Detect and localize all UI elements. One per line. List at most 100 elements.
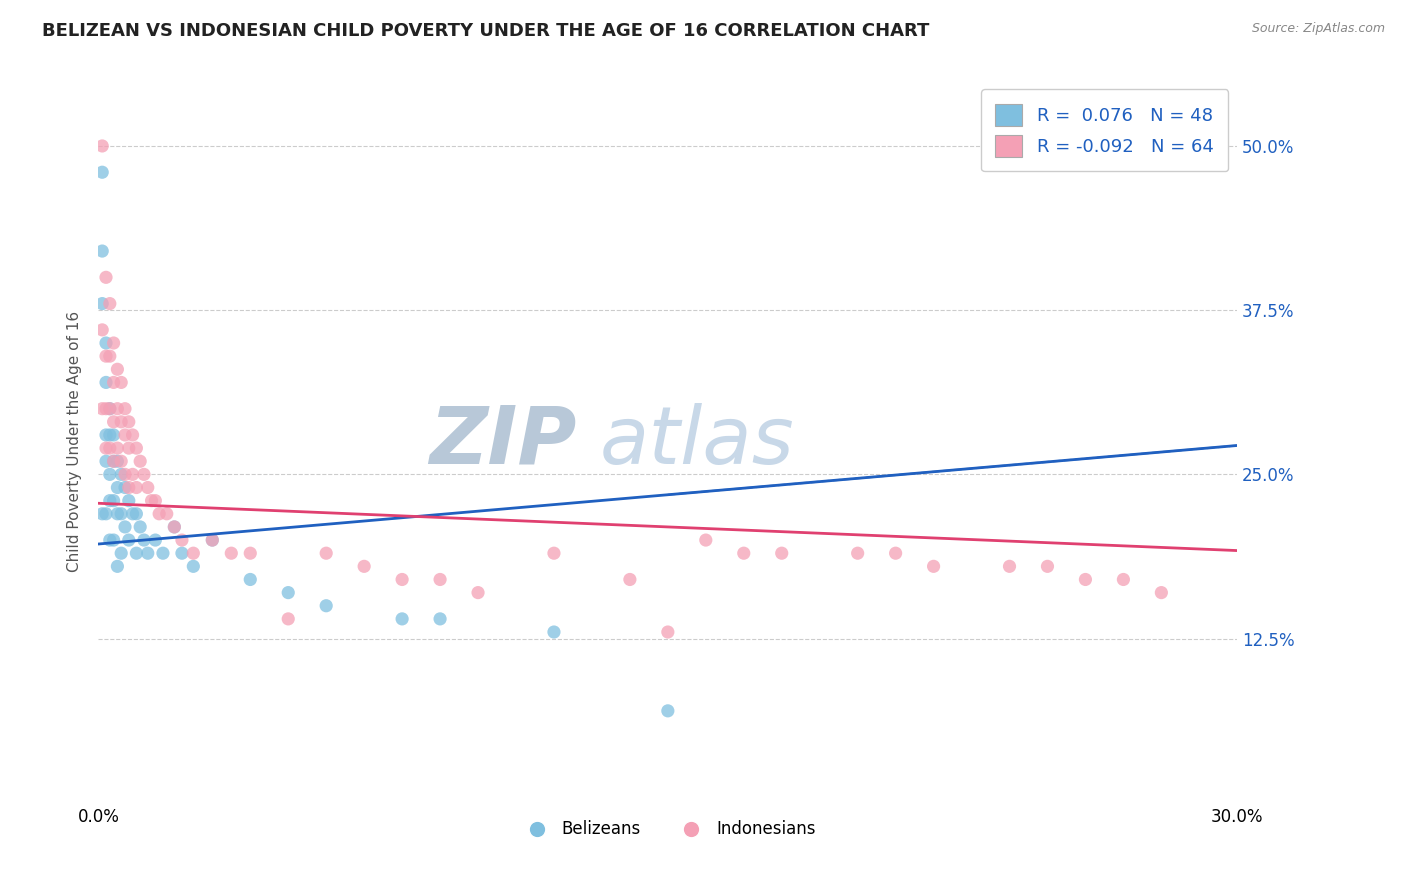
Point xyxy=(657,625,679,640)
Point xyxy=(118,481,141,495)
Point xyxy=(118,493,141,508)
Point xyxy=(391,612,413,626)
Point xyxy=(103,415,125,429)
Point xyxy=(118,441,141,455)
Point xyxy=(1074,573,1097,587)
Point xyxy=(107,559,129,574)
Point xyxy=(94,428,117,442)
Point xyxy=(107,454,129,468)
Point xyxy=(391,573,413,587)
Point xyxy=(125,441,148,455)
Point xyxy=(94,401,117,416)
Point xyxy=(107,441,129,455)
Point xyxy=(239,573,262,587)
Point xyxy=(125,507,148,521)
Point xyxy=(110,376,132,390)
Point xyxy=(125,481,148,495)
Point xyxy=(98,401,121,416)
Point xyxy=(94,507,117,521)
Point xyxy=(922,559,945,574)
Point xyxy=(103,336,125,351)
Point xyxy=(148,507,170,521)
Point xyxy=(315,546,337,560)
Point xyxy=(1112,573,1135,587)
Point xyxy=(91,401,114,416)
Point xyxy=(1150,585,1173,599)
Point xyxy=(998,559,1021,574)
Point xyxy=(201,533,224,547)
Point xyxy=(98,467,121,482)
Point xyxy=(98,441,121,455)
Point xyxy=(657,704,679,718)
Point xyxy=(129,454,152,468)
Point xyxy=(103,454,125,468)
Point xyxy=(114,428,136,442)
Point xyxy=(353,559,375,574)
Point xyxy=(183,546,205,560)
Point xyxy=(429,573,451,587)
Text: ZIP: ZIP xyxy=(429,402,576,481)
Point xyxy=(103,376,125,390)
Point xyxy=(98,296,121,310)
Point xyxy=(152,546,174,560)
Point xyxy=(156,507,179,521)
Point xyxy=(94,270,117,285)
Point xyxy=(315,599,337,613)
Point xyxy=(114,481,136,495)
Point xyxy=(121,507,143,521)
Point xyxy=(94,454,117,468)
Point xyxy=(733,546,755,560)
Point xyxy=(114,467,136,482)
Point xyxy=(114,401,136,416)
Point xyxy=(136,546,159,560)
Text: Source: ZipAtlas.com: Source: ZipAtlas.com xyxy=(1251,22,1385,36)
Point xyxy=(94,376,117,390)
Point xyxy=(110,467,132,482)
Point xyxy=(118,533,141,547)
Point xyxy=(110,546,132,560)
Point xyxy=(141,493,163,508)
Point xyxy=(543,546,565,560)
Point xyxy=(201,533,224,547)
Point xyxy=(170,533,193,547)
Point xyxy=(619,573,641,587)
Point xyxy=(107,507,129,521)
Point xyxy=(163,520,186,534)
Point xyxy=(129,520,152,534)
Point xyxy=(1036,559,1059,574)
Point xyxy=(221,546,243,560)
Point xyxy=(103,493,125,508)
Point xyxy=(136,481,159,495)
Text: BELIZEAN VS INDONESIAN CHILD POVERTY UNDER THE AGE OF 16 CORRELATION CHART: BELIZEAN VS INDONESIAN CHILD POVERTY UND… xyxy=(42,22,929,40)
Point xyxy=(91,507,114,521)
Point xyxy=(107,481,129,495)
Point xyxy=(91,165,114,179)
Point xyxy=(110,454,132,468)
Point xyxy=(846,546,869,560)
Point xyxy=(107,401,129,416)
Point xyxy=(467,585,489,599)
Point xyxy=(183,559,205,574)
Point xyxy=(239,546,262,560)
Point xyxy=(121,467,143,482)
Point xyxy=(884,546,907,560)
Point xyxy=(91,244,114,258)
Point xyxy=(103,533,125,547)
Point xyxy=(543,625,565,640)
Point xyxy=(132,533,155,547)
Point xyxy=(145,493,167,508)
Point xyxy=(91,139,114,153)
Point xyxy=(91,296,114,310)
Point xyxy=(110,507,132,521)
Point xyxy=(107,362,129,376)
Point xyxy=(277,585,299,599)
Point xyxy=(94,441,117,455)
Legend: Belizeans, Indonesians: Belizeans, Indonesians xyxy=(513,814,823,845)
Point xyxy=(118,415,141,429)
Point xyxy=(98,493,121,508)
Point xyxy=(170,546,193,560)
Point xyxy=(163,520,186,534)
Text: atlas: atlas xyxy=(599,402,794,481)
Point xyxy=(98,401,121,416)
Point xyxy=(429,612,451,626)
